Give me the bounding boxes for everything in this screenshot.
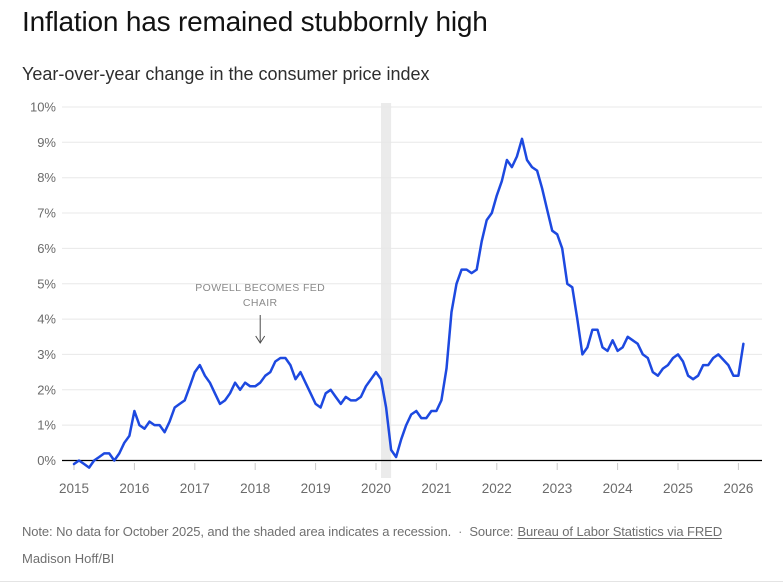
bottom-divider — [0, 581, 783, 582]
y-axis-label: 3% — [37, 347, 56, 362]
y-axis-label: 2% — [37, 382, 56, 397]
byline: Madison Hoff/BI — [22, 551, 115, 566]
note-text: Note: No data for October 2025, and the … — [22, 524, 452, 539]
y-axis-label: 4% — [37, 312, 56, 327]
x-axis-label: 2018 — [240, 481, 270, 496]
chart-note: Note: No data for October 2025, and the … — [22, 524, 772, 539]
annotation-powell-label: CHAIR — [243, 297, 278, 309]
cpi-line — [72, 137, 745, 469]
annotation-powell-label: POWELL BECOMES FED — [195, 282, 325, 294]
annotation-arrowhead — [255, 335, 266, 344]
y-axis-label: 1% — [37, 418, 56, 433]
x-axis-label: 2026 — [723, 481, 753, 496]
x-axis-label: 2020 — [361, 481, 391, 496]
source-label: Source: — [469, 524, 514, 539]
y-axis-label: 8% — [37, 170, 56, 185]
page-title: Inflation has remained stubbornly high — [22, 6, 488, 37]
x-axis-label: 2019 — [301, 481, 331, 496]
source-link[interactable]: Bureau of Labor Statistics via FRED — [517, 524, 723, 539]
y-axis-label: 9% — [37, 135, 56, 150]
note-separator: · — [458, 524, 463, 539]
x-axis-label: 2023 — [542, 481, 572, 496]
y-axis-label: 5% — [37, 276, 56, 291]
x-axis-label: 2022 — [482, 481, 512, 496]
y-axis-label: 0% — [37, 453, 56, 468]
x-axis-label: 2024 — [603, 481, 634, 496]
y-axis-label: 10% — [30, 100, 56, 115]
x-axis-label: 2016 — [119, 481, 149, 496]
y-axis-label: 7% — [37, 206, 56, 221]
x-axis-label: 2025 — [663, 481, 693, 496]
cpi-line-chart: 0% 1% 2% 3% 4% 5% 6% 7% 8% 9% 10% 2015 2016 2017 2018 2… — [30, 100, 762, 496]
x-axis-label: 2021 — [421, 481, 451, 496]
x-axis-label: 2015 — [59, 481, 89, 496]
y-axis-label: 6% — [37, 241, 56, 256]
chart-subtitle: Year-over-year change in the consumer pr… — [22, 64, 430, 84]
x-axis-label: 2017 — [180, 481, 210, 496]
recession-band — [381, 103, 392, 478]
